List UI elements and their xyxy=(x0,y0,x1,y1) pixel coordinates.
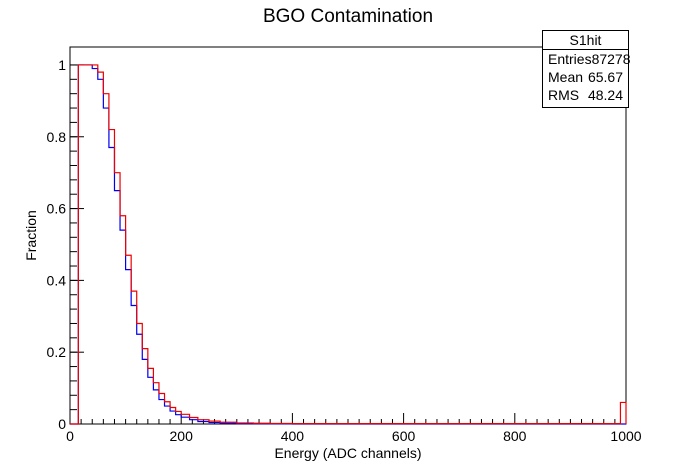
x-tick-label: 600 xyxy=(392,428,416,444)
y-tick-label: 0 xyxy=(58,416,66,432)
x-tick-label: 1000 xyxy=(610,428,641,444)
series-red-line xyxy=(70,64,627,425)
stats-mean-label: Mean xyxy=(548,69,584,85)
x-tick-label: 0 xyxy=(66,428,74,444)
stats-entries-value: 87278 xyxy=(591,51,631,67)
x-tick-label: 800 xyxy=(503,428,527,444)
y-tick-label: 0.8 xyxy=(47,129,67,145)
stats-box: S1hit Entries 87278 Mean 65.67 RMS 48.24 xyxy=(542,30,631,108)
chart-title: BGO Contamination xyxy=(262,6,434,27)
stats-entries-label: Entries xyxy=(548,51,592,67)
x-tick-label: 400 xyxy=(281,428,305,444)
stats-box-name: S1hit xyxy=(543,31,628,50)
stats-row-rms: RMS 48.24 xyxy=(543,86,628,104)
stats-mean-value: 65.67 xyxy=(587,69,623,85)
y-tick-label: 0.2 xyxy=(47,344,67,360)
x-tick-label: 200 xyxy=(170,428,194,444)
stats-row-mean: Mean 65.67 xyxy=(543,68,628,86)
stats-row-entries: Entries 87278 xyxy=(543,50,631,68)
y-tick-label: 0.4 xyxy=(47,272,67,288)
stats-rms-label: RMS xyxy=(548,87,580,103)
y-tick-label: 1 xyxy=(58,57,66,73)
y-axis-label: Fraction xyxy=(23,210,39,261)
y-tick-label: 0.6 xyxy=(47,201,67,217)
stats-rms-value: 48.24 xyxy=(587,87,623,103)
x-axis-label: Energy (ADC channels) xyxy=(274,445,421,461)
